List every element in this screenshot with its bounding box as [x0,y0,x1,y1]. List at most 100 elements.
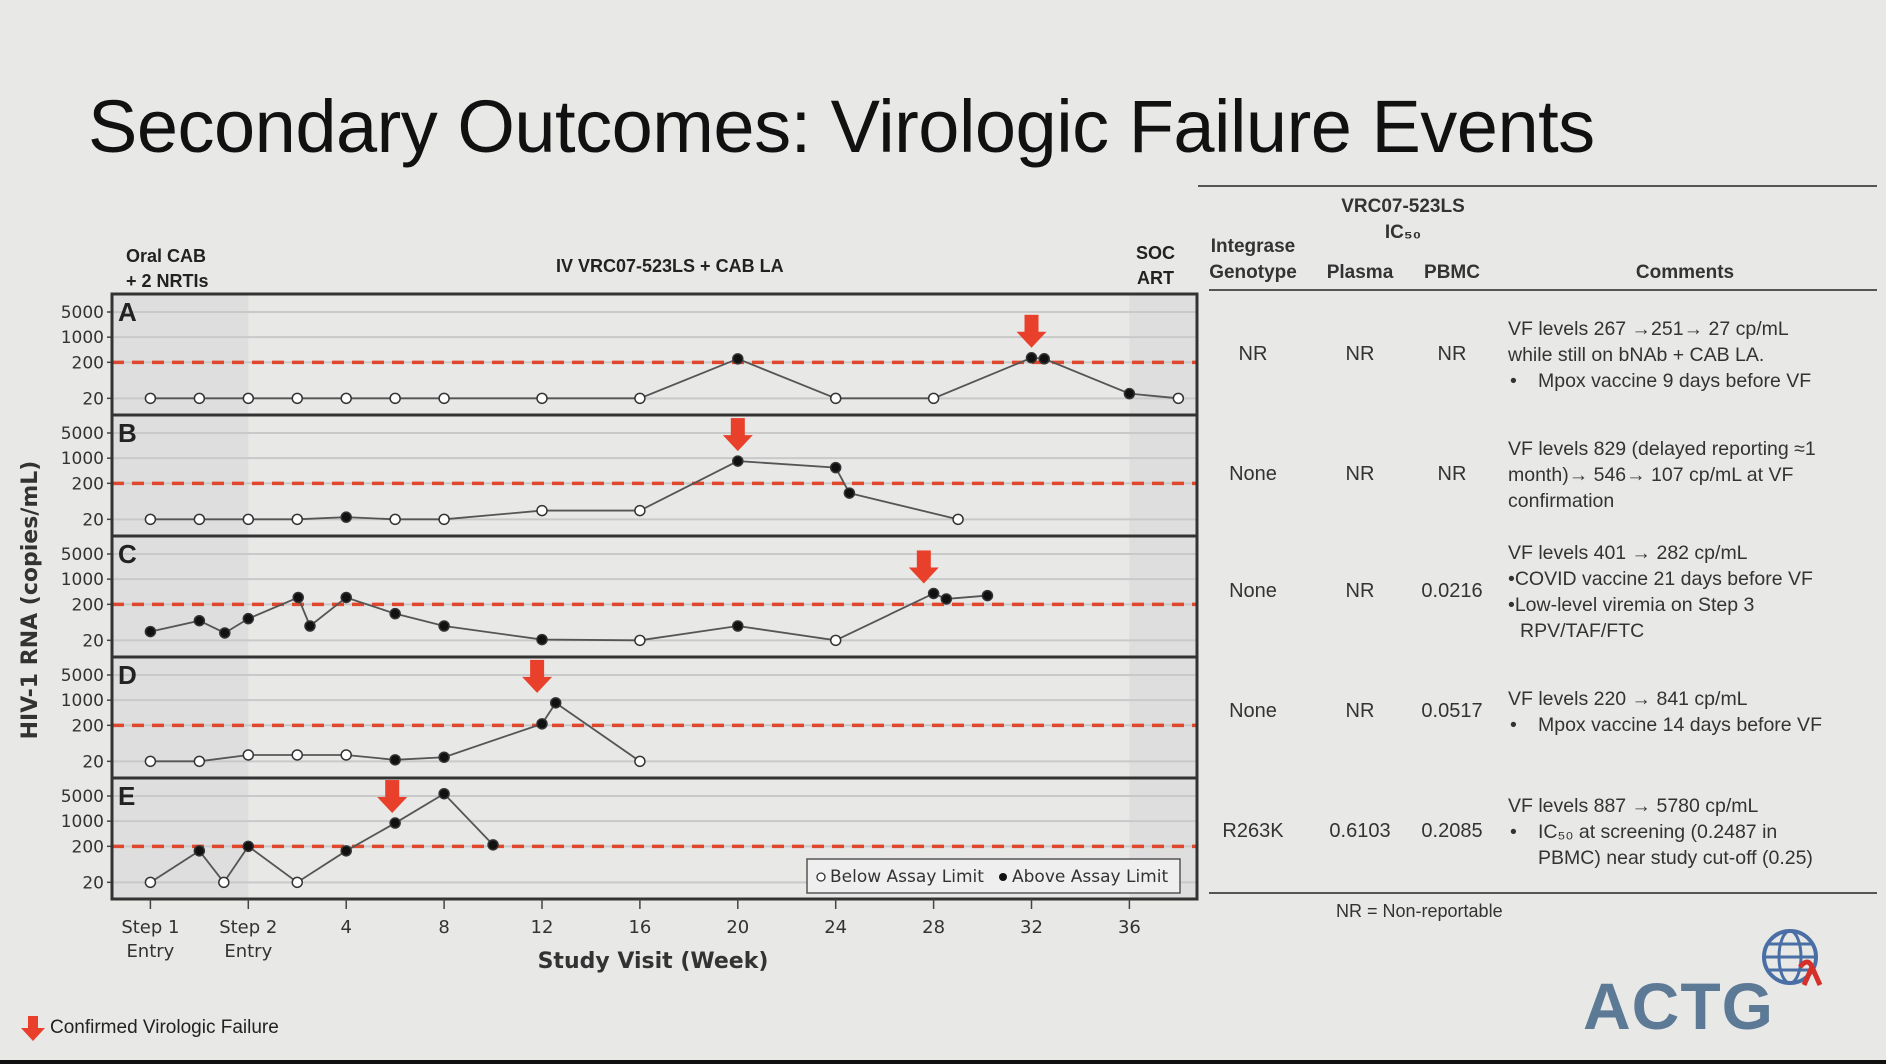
y-tick-label: 20 [82,510,104,530]
point-below-limit [193,513,206,526]
comment-line: Mpox vaccine 14 days before VF [1508,712,1878,738]
vf-arrow-shaft [916,550,931,569]
y-tick-label: 1000 [61,328,104,348]
point-above-limit [981,589,994,602]
table-top-rule [1198,185,1877,187]
point-below-limit [536,504,548,517]
comment-line: Mpox vaccine 9 days before VF [1508,368,1878,394]
comment-line: VF levels 829 (delayed reporting ≈1 [1508,438,1816,460]
point-below-limit [438,513,450,526]
comment-line: month)→ 546→ 107 cp/mL at VF [1508,464,1794,486]
table-footnote: NR = Non-reportable [1336,901,1503,921]
point-below-limit [927,392,940,405]
legend-box [806,858,1181,894]
point-below-limit [144,392,157,405]
vf-arrow-icon [908,550,939,584]
point-below-limit [218,876,230,889]
vf-arrow-icon [1016,314,1047,348]
comment-line: IC₅₀ at screening (0.2487 in [1508,819,1878,845]
point-above-limit [242,612,255,625]
point-above-limit [389,817,401,829]
cell-comments: VF levels 267 →251→ 27 cp/mL while still … [1508,316,1878,394]
x-tick-label: 16 [628,917,651,938]
cell-plasma: NR [1345,343,1375,365]
comment-line: RPV/TAF/FTC [1520,620,1645,642]
soc-phase-shade [1129,294,1197,899]
cell-plasma: NR [1345,700,1375,722]
vf-arrow-shaft [730,418,745,437]
point-below-limit [242,513,255,526]
point-below-limit [952,513,964,526]
phase-iv-label: IV VRC07-523LS + CAB LA [556,256,784,276]
vf-arrow-head [1016,331,1047,348]
point-below-limit [634,634,646,647]
phase-oral-line2: + 2 NRTIs [126,271,209,291]
point-above-limit [304,620,316,632]
point-below-limit [340,392,352,405]
y-tick-label: 1000 [61,449,104,469]
point-below-limit [634,504,646,517]
phase-soc-line1: SOC [1136,243,1176,263]
y-tick-label: 1000 [61,812,104,832]
series-line [150,701,641,763]
point-above-limit [732,620,744,632]
vf-arrow-head [722,435,753,452]
series-line [150,356,1179,400]
point-above-limit [1123,387,1136,400]
point-below-limit [634,755,646,768]
vf-arrow-icon [377,780,408,814]
cell-genotype: R263K [1222,820,1284,842]
cell-genotype: None [1229,700,1277,722]
y-tick-label: 200 [72,837,104,857]
point-below-limit [340,749,352,761]
cell-plasma: NR [1345,463,1375,485]
vf-arrow-head [522,676,553,693]
x-tick-label: 32 [1020,917,1043,938]
point-below-limit [193,392,206,405]
x-tick-label: 24 [824,917,847,938]
vf-arrow-shaft [530,659,545,678]
x-tick-label: 36 [1118,917,1141,938]
slide-title: Secondary Outcomes: Virologic Failure Ev… [88,85,1595,168]
point-below-limit [634,392,646,405]
phase-soc-label: SOC ART [1136,241,1175,291]
point-below-limit [291,513,303,526]
y-tick-label: 20 [82,873,104,893]
y-tick-label: 20 [82,631,104,651]
y-tick-label: 5000 [61,303,104,323]
legend-above-label: Above Assay Limit [1012,867,1168,887]
comment-line: VF levels 887 → 5780 cp/mL [1508,795,1759,817]
vf-arrow-icon [722,418,753,452]
point-above-limit [219,627,231,639]
y-tick-label: 5000 [61,424,104,444]
point-above-limit [193,845,206,857]
cell-pbmc: 0.0216 [1421,580,1483,602]
point-above-limit [144,625,157,638]
point-below-limit [144,876,157,889]
actg-logo: ACTG [1583,969,1774,1043]
point-above-limit [340,845,352,857]
y-tick-label: 5000 [61,787,104,807]
comment-line: VF levels 267 →251→ 27 cp/mL [1508,318,1789,340]
ic50-group-line1: VRC07-523LS [1341,196,1465,217]
cell-plasma: 0.6103 [1329,820,1391,842]
header-plasma: Plasma [1326,262,1394,283]
y-tick-label: 200 [72,595,104,615]
cell-plasma: NR [1345,580,1375,602]
y-tick-label: 1000 [61,691,104,711]
cell-pbmc: 0.0517 [1421,700,1483,722]
point-below-limit [438,392,450,405]
point-below-limit [389,392,401,405]
point-above-limit [1025,352,1038,364]
point-below-limit [193,755,206,768]
comment-line: confirmation [1508,490,1615,512]
cell-comments: VF levels 220 → 841 cp/mLMpox vaccine 14… [1508,686,1878,738]
phase-oral-line1: Oral CAB [126,246,207,266]
point-above-limit [732,353,744,365]
point-above-limit [242,840,255,853]
cell-pbmc: 0.2085 [1421,820,1483,842]
comment-line: VF levels 401 → 282 cp/mL [1508,542,1748,564]
ic50-group-line2: IC₅₀ [1384,222,1422,243]
cell-genotype: NR [1238,343,1268,365]
